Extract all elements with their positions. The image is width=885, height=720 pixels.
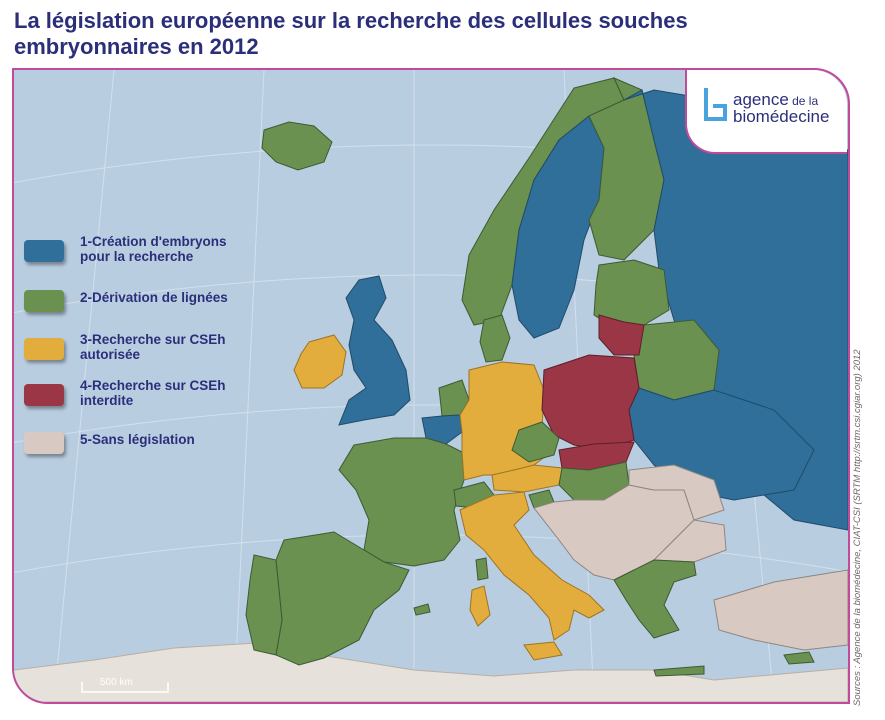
legend-swatch-derivation (24, 290, 64, 312)
italy (459, 491, 605, 641)
legend-label-sans-legislation: 5-Sans législation (80, 432, 195, 447)
agence-biomedecine-logo: agence de la biomédecine (685, 70, 847, 154)
map-title: La législation européenne sur la recherc… (14, 8, 688, 59)
legend-label-creation: 1-Création d'embryons pour la recherche (80, 234, 227, 264)
legend-swatch-sans-legislation (24, 432, 64, 454)
legend-swatch-autorisee (24, 338, 64, 360)
logo-text: agence de la biomédecine (733, 90, 830, 126)
ireland (293, 334, 347, 389)
lithuania (598, 314, 645, 356)
sweden (511, 115, 605, 339)
europe-map (14, 70, 848, 702)
corsica (475, 557, 489, 581)
iceland (261, 121, 333, 171)
source-credit: Sources : Agence de la biomédecine, CIAT… (852, 349, 863, 706)
scale-bar (81, 682, 169, 693)
legend-swatch-interdite (24, 384, 64, 406)
legend-label-autorisee: 3-Recherche sur CSEh autorisée (80, 332, 226, 362)
germany (459, 361, 555, 481)
logo-line2: biomédecine (733, 107, 830, 126)
balearic-islands (413, 603, 431, 616)
denmark (479, 314, 511, 363)
scale-label: 500 km (100, 677, 133, 688)
legend-swatch-creation (24, 240, 64, 262)
sicily (523, 641, 563, 661)
logo-line1-small: de la (788, 94, 819, 108)
sardinia (469, 585, 491, 627)
poland (541, 354, 640, 451)
map-frame (12, 68, 850, 704)
united-kingdom (338, 275, 411, 426)
legend-label-derivation: 2-Dérivation de lignées (80, 290, 228, 305)
cyprus (783, 651, 815, 665)
portugal (245, 554, 283, 656)
greece (613, 559, 697, 639)
czech-republic (511, 421, 560, 463)
north-africa-land (14, 641, 848, 702)
france (338, 437, 465, 567)
logo-line1: agence (733, 90, 789, 109)
legend-label-interdite: 4-Recherche sur CSEh interdite (80, 378, 226, 408)
turkey-land (713, 569, 848, 651)
crete (653, 665, 705, 677)
agence-biomedecine-logo-icon (704, 88, 727, 121)
